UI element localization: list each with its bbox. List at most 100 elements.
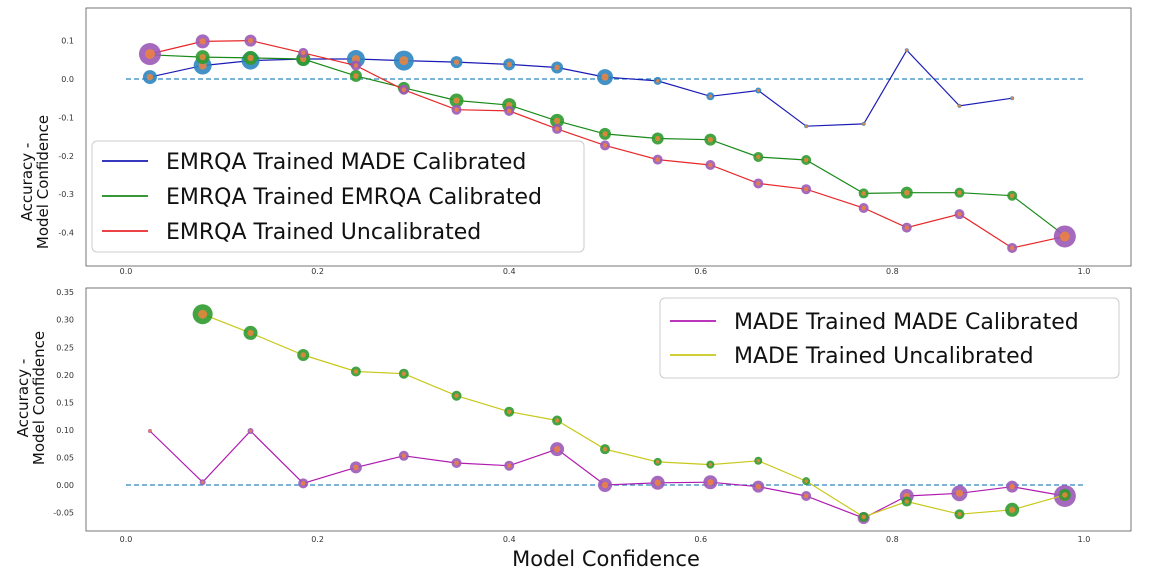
bottom-chart-data-point-core: [506, 409, 512, 414]
top-chart-data-point-core: [145, 49, 155, 59]
top-chart-series-line: [149, 49, 1013, 127]
bottom-chart-series-line: [149, 430, 1065, 519]
bottom-chart-data-point-core: [353, 464, 359, 471]
bottom-chart-data-point-core: [249, 429, 253, 433]
bottom-chart-data-point-core: [506, 463, 512, 468]
bottom-chart-xtick-label: 1.0: [1078, 535, 1091, 544]
top-chart-data-point-core: [453, 59, 460, 65]
top-chart-legend-label: EMRQA Trained Uncalibrated: [166, 220, 481, 245]
top-chart-legend-box: [91, 140, 585, 253]
top-chart-data-point-core: [707, 136, 714, 143]
bottom-chart-data-point-core: [654, 479, 661, 486]
top-chart-ytick-label: -0.1: [58, 113, 74, 122]
top-chart-data-point-core: [904, 189, 910, 196]
top-chart-data-point-core: [353, 63, 359, 68]
top-chart-data-point-core: [957, 211, 962, 217]
bottom-chart-series-1: [192, 304, 1071, 522]
top-chart-data-point-core: [506, 61, 512, 68]
top-chart-data-point-core: [300, 50, 306, 56]
bottom-chart-xtick-label: 0.4: [503, 535, 516, 544]
top-chart-data-point-core: [602, 143, 608, 148]
bottom-chart-data-point-core: [756, 458, 761, 463]
bottom-chart-data-point-core: [454, 460, 459, 466]
bottom-chart-data-point-core: [1062, 492, 1068, 498]
top-chart-xtick-label: 0.4: [503, 267, 516, 276]
top-chart-data-point-core: [602, 131, 608, 137]
bottom-chart-ytick-label: 0.00: [56, 481, 74, 490]
top-chart-data-point-core: [399, 56, 409, 66]
bottom-chart-data-point-core: [454, 393, 459, 398]
top-chart-data-point-core: [957, 104, 961, 108]
bottom-chart-data-point-core: [553, 446, 561, 453]
bottom-chart-ytick-label: 0.20: [56, 371, 74, 380]
top-chart-data-point-core: [655, 79, 660, 83]
top-chart-ytick-label: 0.0: [61, 75, 74, 84]
bottom-chart-ytick-label: 0.25: [56, 343, 74, 352]
top-chart-data-point-core: [601, 73, 609, 81]
top-chart-data-point-core: [861, 191, 866, 196]
bottom-chart-data-point-core: [655, 460, 660, 464]
bottom-chart-data-point-core: [708, 462, 713, 467]
bottom-chart-data-point-core: [601, 481, 609, 489]
bottom-chart-ytick-label: 0.35: [56, 288, 74, 297]
top-chart-xtick-label: 0.8: [886, 267, 899, 276]
top-chart-data-point-core: [803, 157, 809, 163]
top-chart-ytick-label: -0.3: [58, 190, 74, 199]
bottom-chart-ylabel-line2: Model Confidence: [30, 331, 48, 465]
top-chart-data-point-core: [862, 122, 866, 126]
bottom-chart-ytick-label: 0.05: [56, 453, 74, 462]
bottom-chart-xlabel: Model Confidence: [512, 547, 700, 571]
bottom-chart-data-point-core: [148, 429, 152, 433]
top-chart-xtick-label: 0.0: [120, 267, 133, 276]
top-chart: Accuracy - Model Confidence 0.0 0.2 0.4 0.6…: [18, 7, 1132, 276]
top-chart-data-point-core: [708, 94, 713, 99]
top-chart-legend: EMRQA Trained MADE Calibrated EMRQA Train…: [91, 140, 585, 253]
top-chart-xtick-label: 0.6: [694, 267, 707, 276]
top-chart-data-point-core: [247, 54, 254, 62]
top-chart-data-point-core: [554, 126, 560, 132]
bottom-chart-xtick-label: 0.0: [120, 535, 133, 544]
bottom-chart-legend-label: MADE Trained MADE Calibrated: [734, 310, 1079, 335]
bottom-chart-legend: MADE Trained MADE Calibrated MADE Trained…: [659, 297, 1120, 379]
bottom-chart-frame: [85, 287, 1132, 532]
bottom-chart-series-line: [202, 313, 1065, 518]
top-chart-data-point-core: [247, 37, 254, 44]
top-chart-data-point-core: [803, 186, 809, 192]
top-chart-data-point-core: [1010, 96, 1014, 100]
top-chart-data-point-core: [506, 108, 512, 114]
top-chart-data-point-core: [756, 89, 760, 93]
top-chart-ytick-label: 0.1: [61, 37, 74, 46]
top-chart-data-point-core: [1009, 193, 1015, 198]
top-chart-data-point-core: [708, 162, 713, 168]
top-chart-data-point-core: [756, 154, 761, 160]
bottom-chart-data-point-core: [353, 369, 359, 374]
bottom-chart-data-point-core: [247, 329, 254, 337]
bottom-chart-data-point-core: [1009, 506, 1016, 513]
bottom-chart-xtick-label: 0.6: [694, 535, 707, 544]
bottom-chart-data-point-core: [861, 514, 866, 520]
bottom-chart-data-point-core: [300, 481, 306, 486]
top-chart-data-point-core: [654, 135, 661, 142]
top-chart-xtick-label: 0.2: [311, 267, 324, 276]
bottom-chart-xtick-label: 0.8: [886, 535, 899, 544]
bottom-chart-data-point-core: [755, 483, 761, 490]
top-chart-data-point-core: [1009, 245, 1015, 251]
bottom-chart-legend-label: MADE Trained Uncalibrated: [734, 344, 1034, 369]
top-chart-ytick-label: -0.4: [58, 229, 74, 238]
top-chart-data-point-core: [756, 181, 761, 186]
top-chart-data-point-core: [401, 87, 407, 93]
top-chart-ylabel-line2: Model Confidence: [34, 115, 52, 249]
bottom-chart-data-point-core: [554, 418, 560, 423]
bottom-chart: Accuracy - Model Confidence Model Confid…: [14, 287, 1132, 571]
bottom-chart-legend-box: [659, 297, 1120, 379]
bottom-chart-ytick-label: 0.15: [56, 398, 74, 407]
top-chart-data-point-core: [199, 38, 206, 45]
bottom-chart-data-point-core: [300, 352, 306, 358]
top-chart-data-point-core: [353, 73, 359, 79]
bottom-chart-ytick-label: 0.30: [56, 316, 74, 325]
top-chart-data-point-core: [146, 73, 154, 81]
top-chart-data-point-core: [554, 64, 560, 71]
top-chart-series-0: [142, 48, 1015, 129]
bottom-chart-data-point-core: [602, 446, 608, 452]
top-chart-data-point-core: [905, 48, 909, 52]
